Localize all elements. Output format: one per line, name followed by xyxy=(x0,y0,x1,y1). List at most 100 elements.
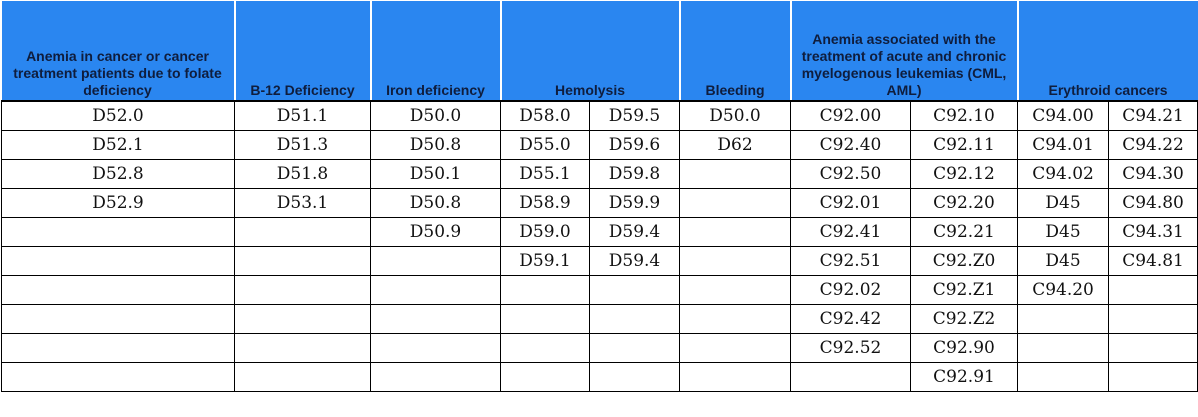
table-cell: C92.Z2 xyxy=(910,304,1019,334)
table-cell: D50.8 xyxy=(370,188,501,218)
table-cell: D51.3 xyxy=(234,130,371,160)
table-cell xyxy=(588,275,681,305)
table-cell xyxy=(1,304,235,334)
table-cell: D51.1 xyxy=(234,100,371,131)
table-row: D50.9 D59.0 D59.4 C92.41 C92.21 D45 C94.31 xyxy=(1,217,1198,247)
table-cell xyxy=(234,333,371,363)
table-cell xyxy=(679,217,792,247)
table-cell: D45 xyxy=(1017,217,1110,247)
header-b12-deficiency: B-12 Deficiency xyxy=(234,1,372,102)
table-cell xyxy=(370,304,501,334)
table-cell: D50.0 xyxy=(370,100,501,131)
table-cell: C94.80 xyxy=(1108,188,1198,218)
table-cell: C92.50 xyxy=(790,159,912,189)
table-cell: C92.Z1 xyxy=(910,275,1019,305)
table-row: C92.42 C92.Z2 xyxy=(1,304,1198,334)
table-cell: C92.02 xyxy=(790,275,912,305)
table-cell: C94.00 xyxy=(1017,100,1110,131)
table-cell: C92.40 xyxy=(790,130,912,160)
table-cell: C94.30 xyxy=(1108,159,1198,189)
table-cell xyxy=(1,333,235,363)
table-cell xyxy=(1108,304,1198,334)
table-cell xyxy=(679,246,792,276)
table-cell xyxy=(370,275,501,305)
table-cell: D59.8 xyxy=(588,159,681,189)
icd-code-table: Anemia in cancer or cancer treatment pat… xyxy=(1,1,1198,392)
table-row: D52.1 D51.3 D50.8 D55.0 D59.6 D62 C92.40 C92.11… xyxy=(1,130,1198,160)
table-cell xyxy=(1,246,235,276)
table-cell: D59.9 xyxy=(588,188,681,218)
table-cell: C94.31 xyxy=(1108,217,1198,247)
table-cell: D45 xyxy=(1017,246,1110,276)
table-cell: C94.01 xyxy=(1017,130,1110,160)
table-cell xyxy=(679,159,792,189)
table-cell: C92.90 xyxy=(910,333,1019,363)
table-cell: C92.12 xyxy=(910,159,1019,189)
table-cell: D62 xyxy=(679,130,792,160)
table-cell: C92.11 xyxy=(910,130,1019,160)
table-cell: C92.91 xyxy=(910,362,1019,392)
table-cell: C92.41 xyxy=(790,217,912,247)
table-cell xyxy=(1,217,235,247)
table-row: D52.0 D51.1 D50.0 D58.0 D59.5 D50.0 C92.00 C92.… xyxy=(1,100,1198,131)
table-cell xyxy=(588,333,681,363)
table-cell xyxy=(679,275,792,305)
table-cell xyxy=(370,362,501,392)
table-cell xyxy=(500,275,590,305)
table-cell: D52.8 xyxy=(1,159,235,189)
table-cell: C94.20 xyxy=(1017,275,1110,305)
table-cell: D59.5 xyxy=(588,100,681,131)
table-cell xyxy=(790,362,912,392)
table-cell: D45 xyxy=(1017,188,1110,218)
header-iron-deficiency: Iron deficiency xyxy=(370,1,502,102)
table-cell: D59.4 xyxy=(588,217,681,247)
table-cell xyxy=(234,275,371,305)
table-cell: C94.81 xyxy=(1108,246,1198,276)
table-cell xyxy=(679,304,792,334)
table-cell: C92.20 xyxy=(910,188,1019,218)
table-cell xyxy=(234,217,371,247)
table-cell xyxy=(370,333,501,363)
table-cell xyxy=(1108,275,1198,305)
table-cell xyxy=(1017,362,1110,392)
table-cell xyxy=(1108,362,1198,392)
table-cell: C92.00 xyxy=(790,100,912,131)
table-cell xyxy=(679,333,792,363)
table-cell: D50.1 xyxy=(370,159,501,189)
table-row: D52.9 D53.1 D50.8 D58.9 D59.9 C92.01 C92.20 D45… xyxy=(1,188,1198,218)
table-cell: D58.9 xyxy=(500,188,590,218)
table-body: D52.0 D51.1 D50.0 D58.0 D59.5 D50.0 C92.00 C92.… xyxy=(1,100,1198,392)
table-cell xyxy=(500,333,590,363)
table-cell xyxy=(500,362,590,392)
table-cell xyxy=(1017,333,1110,363)
table-cell: D52.0 xyxy=(1,100,235,131)
table-cell: D50.9 xyxy=(370,217,501,247)
table-cell xyxy=(500,304,590,334)
table-cell xyxy=(679,188,792,218)
table-cell: D58.0 xyxy=(500,100,590,131)
table-cell xyxy=(234,304,371,334)
table-cell: D52.1 xyxy=(1,130,235,160)
table-cell: C94.22 xyxy=(1108,130,1198,160)
table-cell xyxy=(1017,304,1110,334)
table-cell xyxy=(234,246,371,276)
table-cell: C92.10 xyxy=(910,100,1019,131)
table-cell: C92.42 xyxy=(790,304,912,334)
table-cell: D59.4 xyxy=(588,246,681,276)
table-cell: D55.0 xyxy=(500,130,590,160)
table-row: C92.52 C92.90 xyxy=(1,333,1198,363)
header-row: Anemia in cancer or cancer treatment pat… xyxy=(1,1,1198,102)
table-cell xyxy=(234,362,371,392)
table-cell xyxy=(1,362,235,392)
header-folate-deficiency: Anemia in cancer or cancer treatment pat… xyxy=(1,1,236,102)
table-cell: D53.1 xyxy=(234,188,371,218)
table-cell xyxy=(1108,333,1198,363)
table-cell: C92.52 xyxy=(790,333,912,363)
table-row: D59.1 D59.4 C92.51 C92.Z0 D45 C94.81 xyxy=(1,246,1198,276)
table-cell xyxy=(588,362,681,392)
table-cell: C94.02 xyxy=(1017,159,1110,189)
table-row: C92.91 xyxy=(1,362,1198,392)
table-cell: C92.51 xyxy=(790,246,912,276)
header-hemolysis: Hemolysis xyxy=(500,1,681,102)
table-cell xyxy=(679,362,792,392)
